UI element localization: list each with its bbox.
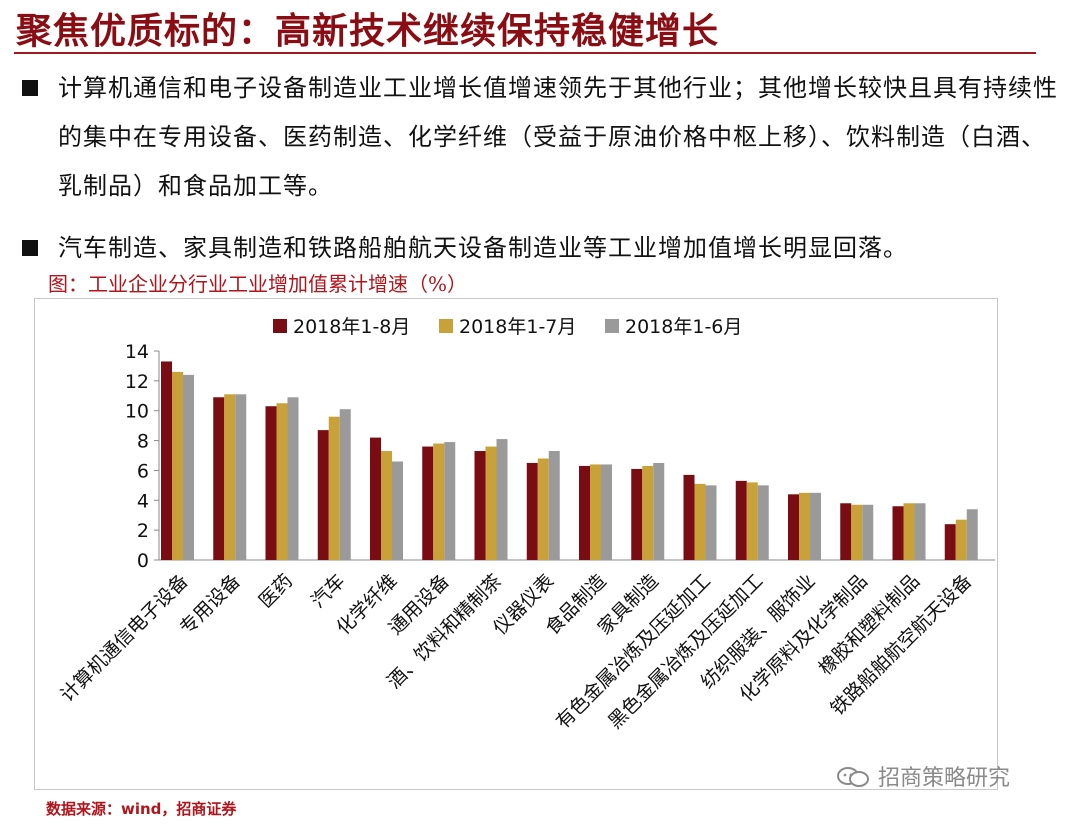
bar [392,461,403,560]
y-tick-label: 0 [137,550,149,572]
y-tick-label: 4 [137,490,149,512]
bar [705,485,717,560]
bullet-text-2: 汽车制造、家具制造和铁路船舶航天设备制造业等工业增加值增长明显回落。 [58,234,908,262]
bar [642,465,654,560]
bar [496,439,508,560]
y-tick-label: 14 [125,341,149,363]
bar [422,446,434,560]
legend-swatch [439,319,453,333]
x-tick-label: 汽车 [307,570,349,612]
bar [944,524,956,560]
legend-label: 2018年1-7月 [459,316,576,338]
wechat-icon [837,767,869,787]
bar [799,492,810,560]
watermark: 招商策略研究 [836,760,1010,792]
legend-swatch [605,319,619,333]
x-tick-label: 医药 [255,570,297,612]
legend-label: 2018年1-8月 [293,316,410,338]
watermark-text: 招商策略研究 [878,766,1011,791]
bar [172,371,183,560]
y-tick-label: 8 [137,431,149,453]
chart-frame: 0 2 4 6 8 10 12 14 计算机通信电子设备 专用设备 医药 汽车 化学纤维 通用设备 酒、饮料… [34,298,998,790]
bar [265,406,277,560]
legend-swatch [273,319,287,333]
bar [892,506,904,560]
bar [161,361,172,560]
bar [537,458,549,560]
bar [328,416,340,560]
bar [287,397,299,560]
bar [914,503,926,560]
bar [548,451,560,560]
bar [840,503,852,560]
title-divider [14,52,1036,54]
bar [601,464,612,560]
bar [235,394,247,560]
bar [370,437,381,560]
legend-label: 2018年1-6月 [625,316,742,338]
bar [433,443,445,560]
bar [653,462,665,560]
bar [526,462,538,560]
bar [851,504,863,560]
bullet-square-icon [22,240,38,256]
bar [444,442,456,560]
bar [224,394,236,560]
x-tick-label: 计算机通信电子设备 [56,570,192,706]
bar [746,482,758,560]
bar [810,492,821,560]
bar [862,504,874,560]
y-tick-label: 6 [137,460,149,482]
bar [788,494,799,560]
page-title: 聚焦优质标的：高新技术继续保持稳健增长 [16,10,720,52]
bullet-text-1: 计算机通信和电子设备制造业工业增长值增速领先于其他行业；其他增长较快且具有持续性… [58,74,1058,200]
bar [955,519,967,560]
bar [213,397,225,560]
figure-caption: 图：工业企业分行业工业增加值累计增速（%） [48,272,468,296]
bar [183,374,194,560]
bar [590,464,601,560]
bar [276,403,288,560]
bar [735,480,747,560]
y-tick-label: 12 [125,371,149,393]
bar [903,503,915,560]
bar [683,474,695,560]
source-note: 数据来源：wind，招商证券 [46,800,237,818]
bar [579,465,590,560]
bar [474,451,486,560]
y-tick-label: 10 [125,401,149,423]
bar [485,446,497,560]
bar [966,509,978,560]
bar [339,409,351,560]
bar [757,485,769,560]
bar [631,468,643,560]
bar [317,430,329,560]
y-tick-label: 2 [137,520,149,542]
bullet-square-icon [22,80,38,96]
bar [381,451,392,560]
bar [694,483,706,560]
